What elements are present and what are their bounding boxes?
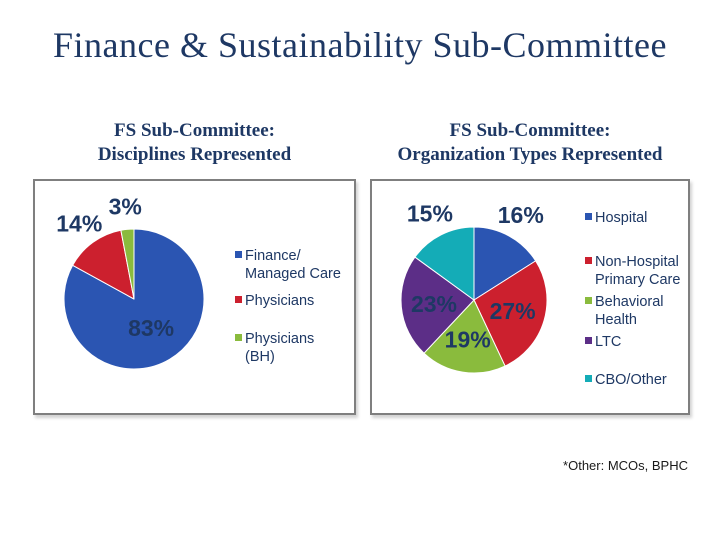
legend-label: Physicians (BH) — [245, 331, 315, 365]
pie-slice-non-hospital-primary-care — [473, 260, 548, 367]
legend-item-physicians-bh: Physicians (BH) — [235, 330, 341, 366]
legend-item-cbo-other: CBO/Other — [585, 371, 680, 389]
legend-label: LTC — [595, 334, 622, 350]
legend-label: CBO/Other — [595, 372, 667, 388]
legend-swatch-icon — [585, 213, 592, 220]
legend-swatch-icon — [585, 257, 592, 264]
disciplines-chart-title-line2: Disciplines Represented — [97, 144, 292, 165]
pie-slice-behavioral-health — [423, 299, 506, 374]
pct-label-physicians-bh: 3% — [109, 193, 142, 219]
pie-slice-physicians-bh — [120, 228, 135, 300]
legend-item-hospital: Hospital — [585, 209, 680, 227]
pie-slice-cbo-other — [414, 226, 475, 301]
legend-swatch-icon — [235, 334, 242, 341]
disciplines-pie-chart: 83% 14% 3% — [56, 193, 205, 370]
pie-slice-hospital — [473, 226, 537, 301]
legend-label: Non-Hospital Primary Care — [595, 254, 681, 288]
page-title: Finance & Sustainability Sub-Committee — [53, 25, 667, 65]
disciplines-chart-box: 83% 14% 3% Finance/Managed Care Physicians P… — [33, 179, 356, 415]
legend-swatch-icon — [235, 296, 242, 303]
pct-label-finance-managed-care: 83% — [128, 315, 174, 341]
legend-item-physicians: Physicians — [235, 292, 341, 310]
org-types-pie-chart: 16% 27% 19% 23% 15% — [400, 201, 548, 374]
pct-label-ltc: 23% — [411, 291, 457, 317]
pct-label-hospital: 16% — [498, 202, 544, 228]
disciplines-legend: Finance/Managed Care Physicians Physicians… — [235, 247, 341, 366]
pct-label-behavioral-health: 19% — [445, 327, 491, 353]
pie-slice-ltc — [400, 256, 475, 354]
legend-label: Physicians — [245, 293, 315, 309]
legend-swatch-icon — [235, 251, 242, 258]
legend-swatch-icon — [585, 375, 592, 382]
footnote: *Other: MCOs, BPHC — [563, 458, 688, 473]
pie-slice-physicians — [72, 229, 135, 300]
pct-label-non-hospital-primary-care: 27% — [490, 298, 536, 324]
disciplines-chart-title: FS Sub-Committee: Disciplines Represente… — [33, 119, 356, 167]
disciplines-chart-title-line1: FS Sub-Committee: — [114, 120, 275, 141]
legend-item-non-hospital-primary-care: Non-Hospital Primary Care — [585, 253, 680, 289]
legend-item-behavioral-health: Behavioral Health — [585, 293, 680, 329]
legend-item-finance-managed-care: Finance/Managed Care — [235, 247, 341, 283]
org-types-chart-box: 16% 27% 19% 23% 15% Hospital Non-Hospital Prim… — [370, 179, 690, 415]
org-types-chart-title-line1: FS Sub-Committee: — [449, 120, 611, 141]
pct-label-physicians: 14% — [56, 211, 102, 237]
legend-swatch-icon — [585, 297, 592, 304]
org-types-legend: Hospital Non-Hospital Primary Care Behavior… — [585, 209, 680, 389]
org-types-chart-title-line2: Organization Types Represented — [397, 144, 663, 165]
legend-swatch-icon — [585, 337, 592, 344]
legend-label: Behavioral Health — [595, 294, 664, 328]
org-types-chart-title: FS Sub-Committee: Organization Types Rep… — [370, 119, 690, 167]
legend-item-ltc: LTC — [585, 333, 680, 351]
legend-label: Finance/Managed Care — [245, 248, 341, 282]
legend-label: Hospital — [595, 210, 648, 226]
pct-label-cbo-other: 15% — [407, 201, 453, 227]
